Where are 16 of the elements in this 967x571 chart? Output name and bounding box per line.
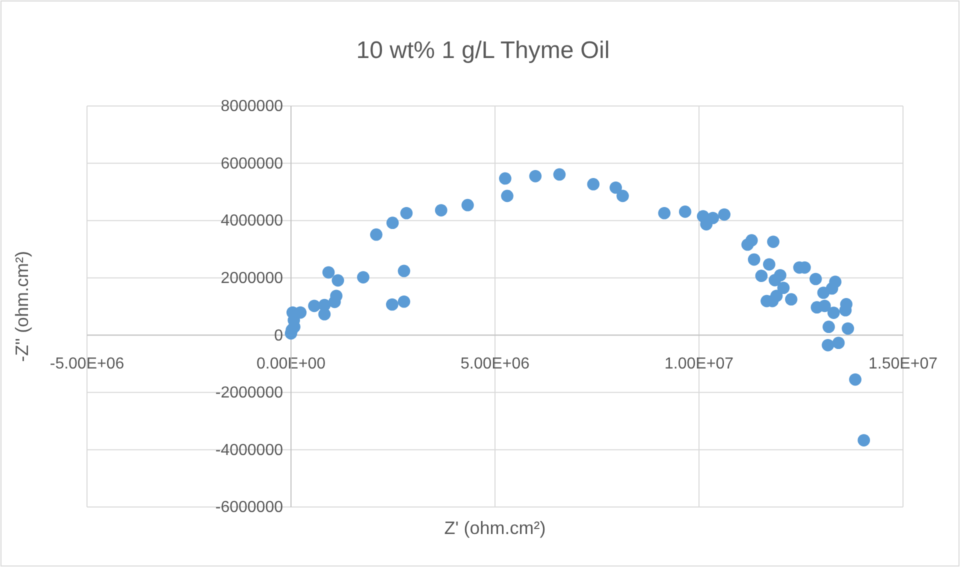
y-tick-label: 0 [274,327,284,344]
y-axis-title: -Z'' (ohm.cm²) [12,251,32,362]
y-tick-label: -2000000 [215,384,284,402]
y-tick-label: -6000000 [215,499,284,516]
y-tick-label: 2000000 [220,270,284,287]
y-tick-label: 8000000 [220,98,284,116]
x-tick-label: 1.00E+07 [664,356,734,373]
x-axis-title: Z' (ohm.cm²) [444,518,546,538]
x-tick-label: 5.00E+06 [460,356,530,373]
x-tick-label: 0.00E+00 [256,356,326,373]
x-tick-label: -5.00E+06 [50,356,124,373]
y-tick-label: 4000000 [220,212,284,230]
y-tick-label: -4000000 [215,442,284,459]
chart-title: 10 wt% 1 g/L Thyme Oil [356,37,610,64]
x-tick-label: 1.50E+07 [868,356,938,373]
y-tick-label: 6000000 [220,155,284,172]
